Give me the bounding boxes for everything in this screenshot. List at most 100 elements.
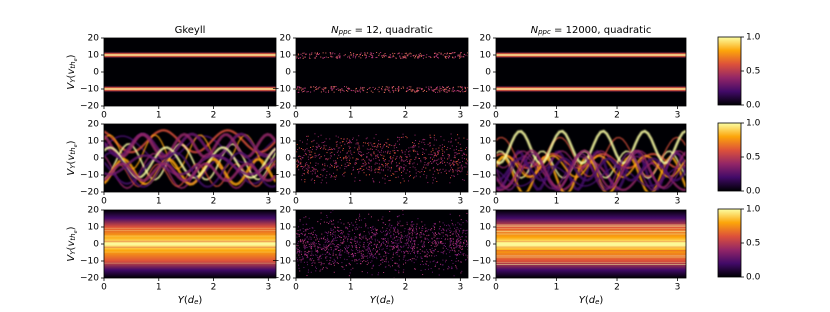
y-tick-label: 10 [280,137,292,147]
speckle [389,233,390,234]
speckle [460,148,461,149]
speckle [435,233,436,234]
speckle [381,259,382,260]
speckle [383,169,384,170]
speckle [460,241,461,242]
speckle [460,91,461,92]
speckle [344,252,345,253]
speckle [383,248,384,249]
speckle [456,229,457,230]
speckle [368,244,369,245]
speckle [417,58,418,59]
speckle [453,241,454,242]
speckle [301,87,302,88]
speckle [372,57,373,58]
speckle [443,243,444,244]
speckle [463,255,464,256]
speckle [407,170,408,171]
speckle [441,54,442,55]
speckle [372,146,373,147]
speckle [368,252,369,253]
speckle [397,263,398,264]
speckle [363,244,364,245]
speckle [370,148,371,149]
speckle [431,268,432,269]
speckle [426,149,427,150]
speckle [392,239,393,240]
x-tick-label: 2 [614,283,620,293]
speckle [362,90,363,91]
speckle [378,150,379,151]
speckle [361,227,362,228]
speckle [333,232,334,233]
y-tick-label: −20 [80,188,99,198]
label-paren: ) [66,54,77,58]
streak [496,251,686,252]
speckle [327,246,328,247]
speckle [463,242,464,243]
speckle [364,231,365,232]
speckle [388,147,389,148]
speckle [344,139,345,140]
speckle [441,243,442,244]
speckle [388,88,389,89]
speckle [364,160,365,161]
speckle [318,144,319,145]
speckle [395,240,396,241]
speckle [456,268,457,269]
speckle [417,257,418,258]
speckle [460,57,461,58]
speckle [377,154,378,155]
speckle [412,230,413,231]
speckle [411,228,412,229]
speckle [428,265,429,266]
speckle [305,149,306,150]
speckle [388,169,389,170]
speckle [387,233,388,234]
speckle [386,230,387,231]
speckle [305,239,306,240]
x-tick-label: 3 [265,197,271,207]
speckle [392,260,393,261]
speckle [325,241,326,242]
speckle [329,244,330,245]
speckle [395,177,396,178]
speckle [438,233,439,234]
speckle [373,87,374,88]
speckle [326,260,327,261]
speckle [342,267,343,268]
y-tick-label: 0 [485,154,491,164]
speckle [466,241,467,242]
speckle [366,249,367,250]
speckle [309,57,310,58]
speckle [323,170,324,171]
speckle [361,255,362,256]
speckle [366,238,367,239]
speckle [438,251,439,252]
speckle [441,88,442,89]
speckle [342,243,343,244]
speckle [389,211,390,212]
speckle [337,237,338,238]
speckle [306,245,307,246]
speckle [423,142,424,143]
speckle [336,144,337,145]
speckle [404,255,405,256]
speckle [304,53,305,54]
speckle [355,222,356,223]
speckle [420,264,421,265]
speckle [327,248,328,249]
speckle [458,170,459,171]
speckle [398,87,399,88]
speckle [380,167,381,168]
speckle [444,245,445,246]
speckle [388,242,389,243]
speckle [356,143,357,144]
streak [104,230,276,231]
speckle [439,86,440,87]
speckle [401,150,402,151]
colorbar [718,123,741,191]
speckle [343,90,344,91]
speckle [331,149,332,150]
speckle [452,91,453,92]
